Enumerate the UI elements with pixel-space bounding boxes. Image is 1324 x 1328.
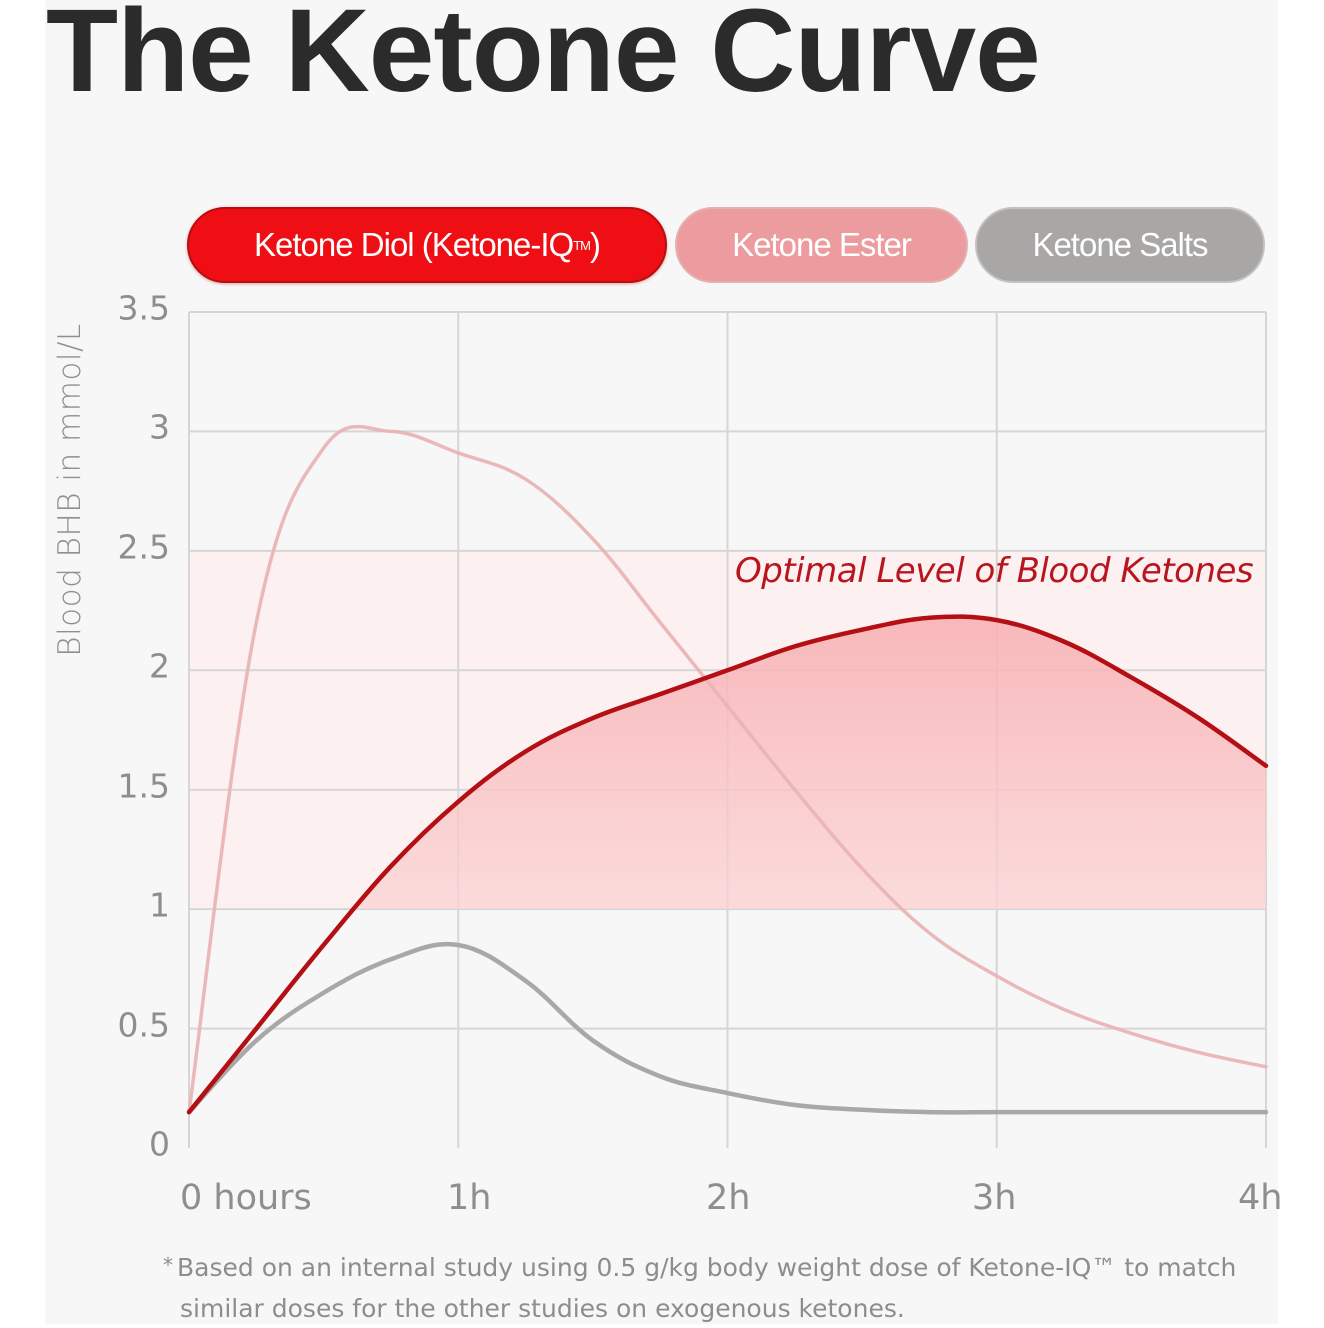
x-tick-label: 1h: [447, 1178, 492, 1218]
x-tick-label: 4h: [1238, 1178, 1283, 1218]
legend-ketone-diol: Ketone Diol (Ketone-IQ TM): [187, 207, 667, 283]
legend-label: Ketone Diol (Ketone-IQ: [254, 226, 574, 263]
legend-label: Ketone Ester: [732, 226, 912, 263]
y-tick-label: 2: [149, 646, 170, 686]
y-tick-label: 1.5: [117, 766, 170, 806]
y-tick-label: 0: [149, 1124, 170, 1164]
series-ketone-diol: [186, 614, 1269, 1115]
legend-ketone-salts: Ketone Salts: [975, 207, 1265, 283]
page-title: The Ketone Curve: [46, 0, 1041, 117]
x-tick-label: 3h: [972, 1178, 1017, 1218]
y-tick-label: 3.5: [117, 288, 170, 328]
trademark-mark: TM: [573, 237, 591, 253]
legend-label: Ketone Salts: [1032, 226, 1208, 263]
diol-area-fill: [353, 616, 1266, 910]
footnote-line-1: Based on an internal study using 0.5 g/k…: [177, 1253, 1237, 1282]
footnote-line-2: similar doses for the other studies on e…: [180, 1294, 905, 1323]
series-ketone-ester: [187, 424, 1268, 1114]
y-tick-label: 1: [149, 885, 170, 925]
legend-label-close: ): [589, 226, 601, 263]
optimal-level-label: Optimal Level of Blood Ketones: [735, 551, 1254, 591]
footnote-asterisk: *: [163, 1253, 173, 1277]
series-ketone-salts: [186, 941, 1269, 1115]
x-tick-label: 0 hours: [180, 1178, 312, 1218]
legend-ketone-ester: Ketone Ester: [675, 207, 968, 283]
y-tick-label: 3: [149, 407, 170, 447]
y-tick-label: 0.5: [117, 1005, 170, 1045]
y-tick-label: 2.5: [117, 527, 170, 567]
footnote: * Based on an internal study using 0.5 g/…: [163, 1248, 1273, 1328]
x-tick-label: 2h: [706, 1178, 751, 1218]
